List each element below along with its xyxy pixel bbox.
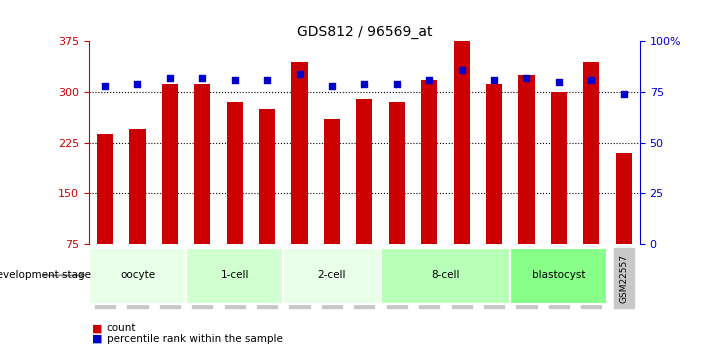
- Point: [132, 81, 143, 87]
- Point: [358, 81, 370, 87]
- FancyBboxPatch shape: [186, 248, 284, 304]
- Bar: [259, 109, 275, 244]
- Point: [456, 67, 467, 72]
- Point: [488, 77, 500, 82]
- Bar: [292, 62, 308, 244]
- Bar: [616, 153, 632, 244]
- Text: oocyte: oocyte: [120, 270, 155, 280]
- Bar: [227, 153, 243, 244]
- Bar: [486, 135, 502, 244]
- Bar: [454, 65, 470, 244]
- Bar: [421, 130, 437, 244]
- Point: [294, 71, 305, 77]
- Bar: [389, 153, 405, 244]
- Bar: [421, 80, 437, 244]
- Text: 2-cell: 2-cell: [318, 270, 346, 280]
- FancyBboxPatch shape: [89, 248, 186, 304]
- Point: [326, 83, 338, 89]
- Point: [164, 75, 176, 81]
- Bar: [194, 84, 210, 244]
- Bar: [518, 126, 535, 244]
- Bar: [389, 102, 405, 244]
- Text: ■: ■: [92, 334, 103, 344]
- Text: development stage: development stage: [0, 270, 91, 280]
- FancyBboxPatch shape: [510, 248, 607, 304]
- Bar: [162, 135, 178, 244]
- Bar: [454, 14, 470, 244]
- Bar: [551, 142, 567, 244]
- Text: percentile rank within the sample: percentile rank within the sample: [107, 334, 282, 344]
- Bar: [292, 112, 308, 244]
- Bar: [324, 170, 340, 244]
- Bar: [227, 102, 243, 244]
- Point: [424, 77, 435, 82]
- Point: [197, 75, 208, 81]
- Point: [391, 81, 402, 87]
- Point: [229, 77, 240, 82]
- Point: [100, 83, 111, 89]
- Point: [618, 91, 629, 97]
- Text: count: count: [107, 323, 136, 333]
- Text: ■: ■: [92, 323, 103, 333]
- Text: 8-cell: 8-cell: [431, 270, 460, 280]
- Bar: [194, 135, 210, 244]
- Bar: [356, 99, 373, 244]
- Point: [553, 79, 565, 85]
- Bar: [97, 185, 113, 244]
- Bar: [324, 119, 340, 244]
- Bar: [162, 84, 178, 244]
- Bar: [583, 112, 599, 244]
- Point: [520, 75, 532, 81]
- Bar: [259, 159, 275, 244]
- Point: [262, 77, 273, 82]
- FancyBboxPatch shape: [380, 248, 510, 304]
- Text: 1-cell: 1-cell: [220, 270, 249, 280]
- Bar: [551, 92, 567, 244]
- Bar: [486, 84, 502, 244]
- FancyBboxPatch shape: [284, 248, 380, 304]
- Bar: [129, 180, 146, 244]
- Title: GDS812 / 96569_at: GDS812 / 96569_at: [296, 25, 432, 39]
- Bar: [129, 129, 146, 244]
- Bar: [356, 149, 373, 244]
- Bar: [583, 62, 599, 244]
- Text: blastocyst: blastocyst: [532, 270, 586, 280]
- Bar: [97, 134, 113, 244]
- Bar: [616, 203, 632, 244]
- Point: [586, 77, 597, 82]
- Bar: [518, 75, 535, 244]
